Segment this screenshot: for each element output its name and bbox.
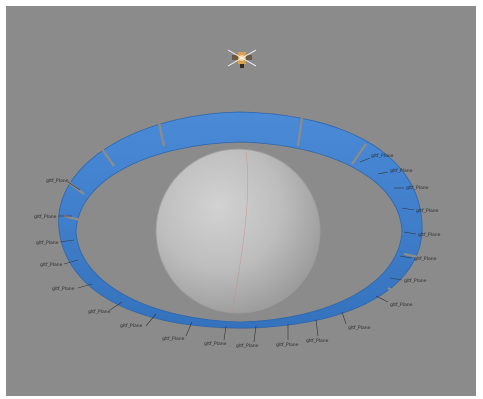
ring-label: gltf_Plane xyxy=(162,336,185,342)
ring-label-group: gltf_Plane gltf_Plane gltf_Plane gltf_Pl… xyxy=(34,153,441,349)
3d-viewport[interactable]: gltf_Plane gltf_Plane gltf_Plane gltf_Pl… xyxy=(6,6,476,396)
ring-label: gltf_Plane xyxy=(306,338,329,344)
scene-canvas[interactable]: gltf_Plane gltf_Plane gltf_Plane gltf_Pl… xyxy=(6,6,476,396)
ring-label: gltf_Plane xyxy=(120,323,143,329)
sphere-meridian-line xyxy=(231,151,249,313)
ring-label: gltf_Plane xyxy=(34,214,57,220)
ring-label: gltf_Plane xyxy=(348,325,371,331)
ring-band[interactable] xyxy=(58,111,423,329)
ring-label: gltf_Plane xyxy=(390,302,413,308)
ring-label: gltf_Plane xyxy=(204,341,227,347)
ring-label: gltf_Plane xyxy=(40,262,63,268)
ring-label: gltf_Plane xyxy=(88,309,111,315)
ring-label: gltf_Plane xyxy=(404,278,427,284)
ring-label: gltf_Plane xyxy=(52,286,75,292)
ring-label: gltf_Plane xyxy=(371,153,394,159)
ring-segment-gaps xyxy=(63,117,423,297)
ring-label: gltf_Plane xyxy=(414,256,437,262)
ring-label: gltf_Plane xyxy=(36,240,59,246)
ring-label: gltf_Plane xyxy=(418,232,441,238)
ring-label: gltf_Plane xyxy=(276,342,299,348)
label-leaders xyxy=(58,157,417,343)
ring-label: gltf_Plane xyxy=(406,185,429,191)
ring-label: gltf_Plane xyxy=(416,208,439,214)
satellite-icon[interactable] xyxy=(227,49,257,68)
ring-label: gltf_Plane xyxy=(236,343,259,349)
globe-sphere[interactable] xyxy=(155,148,321,314)
ring-label: gltf_Plane xyxy=(390,168,413,174)
ring-label: gltf_Plane xyxy=(46,178,69,184)
